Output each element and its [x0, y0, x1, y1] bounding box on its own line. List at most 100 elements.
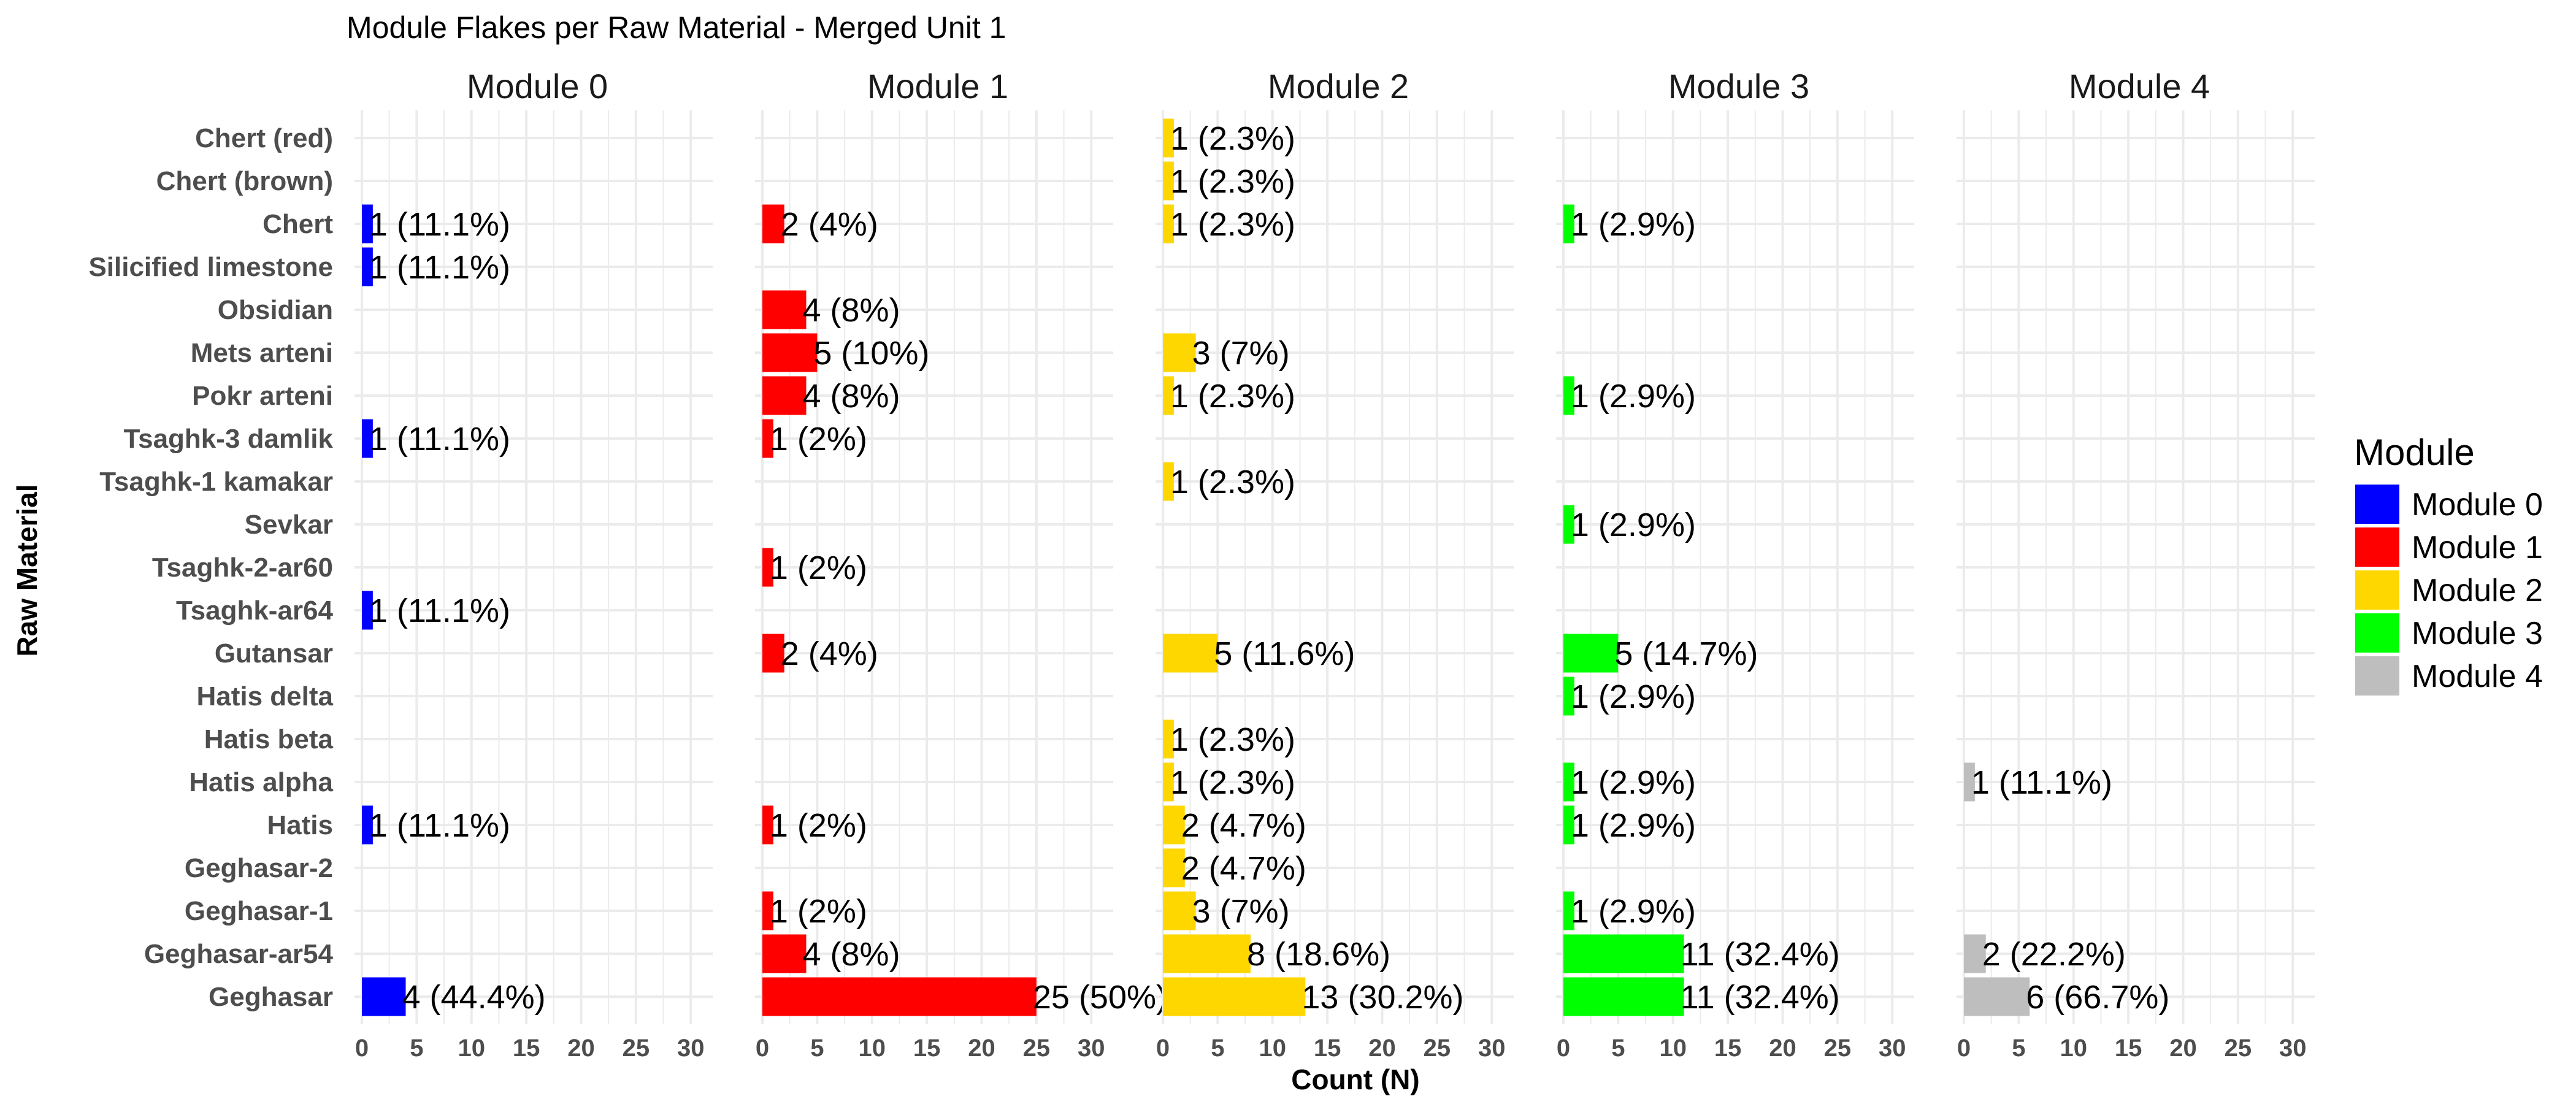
y-tick-label-mets-arteni: Mets arteni: [191, 338, 333, 368]
bar-module-3-pokr-arteni: [1563, 376, 1574, 415]
y-tick-label-chert-red: Chert (red): [195, 123, 333, 153]
x-tick-label: 20: [968, 1035, 995, 1062]
bar-module-2-chert-red: [1163, 118, 1174, 158]
bar-module-1-mets-arteni: [762, 333, 818, 372]
x-tick-label: 10: [859, 1035, 886, 1062]
y-tick-label-tsaghk-ar64: Tsaghk-ar64: [176, 596, 333, 626]
x-tick-label: 5: [1211, 1035, 1224, 1062]
bar-module-2-geghasar: [1163, 977, 1306, 1016]
x-tick-label: 0: [1557, 1035, 1570, 1062]
bar-module-3-gutansar: [1563, 634, 1619, 673]
data-label-module-1-hatis: 1 (2%): [770, 807, 867, 844]
data-label-module-1-tsaghk-3-damlik: 1 (2%): [770, 421, 867, 458]
x-tick-label: 5: [410, 1035, 423, 1062]
x-tick-label: 5: [810, 1035, 824, 1062]
x-tick-label: 15: [1314, 1035, 1341, 1062]
bar-module-2-geghasar-1: [1163, 891, 1196, 930]
panel-module-1: 0 5 10 15 20 25 30 Module 1 2 (4%) 4 (8%) 5 (10%) 4…: [755, 67, 1167, 1062]
bar-module-1-pokr-arteni: [762, 376, 807, 415]
bar-module-0-silicified-limestone: [362, 247, 373, 286]
x-tick-label: 0: [355, 1035, 369, 1062]
x-tick-label: 15: [1714, 1035, 1742, 1062]
data-label-module-3-sevkar: 1 (2.9%): [1571, 507, 1696, 543]
y-tick-label-hatis-beta: Hatis beta: [204, 724, 334, 754]
data-label-module-2-geghasar-1: 3 (7%): [1192, 893, 1290, 930]
data-label-module-1-geghasar: 25 (50%): [1033, 979, 1167, 1016]
bar-module-2-gutansar: [1163, 634, 1218, 673]
bar-module-3-geghasar: [1563, 977, 1684, 1016]
data-label-module-2-geghasar-ar54: 8 (18.6%): [1247, 936, 1390, 973]
data-label-module-3-gutansar: 5 (14.7%): [1614, 635, 1758, 672]
data-label-module-2-chert-brown: 1 (2.3%): [1170, 163, 1295, 200]
bar-module-3-chert: [1563, 204, 1574, 243]
x-tick-label: 5: [1611, 1035, 1625, 1062]
data-label-module-2-chert: 1 (2.3%): [1170, 206, 1295, 243]
bar-module-4-geghasar: [1964, 977, 2030, 1016]
data-label-module-0-silicified-limestone: 1 (11.1%): [369, 249, 510, 286]
bar-module-3-sevkar: [1563, 505, 1574, 544]
bar-module-1-gutansar: [762, 634, 784, 673]
x-tick-label: 20: [1769, 1035, 1796, 1062]
x-tick-label: 10: [1660, 1035, 1687, 1062]
data-label-module-3-geghasar-ar54: 11 (32.4%): [1681, 936, 1840, 973]
bar-module-1-chert: [762, 204, 784, 243]
legend-swatch-module-4: [2355, 656, 2399, 696]
bar-module-2-hatis-beta: [1163, 719, 1174, 759]
x-tick-label: 0: [756, 1035, 769, 1062]
data-label-module-2-tsaghk-1-kamakar: 1 (2.3%): [1170, 464, 1295, 500]
bar-module-1-hatis: [762, 805, 773, 845]
data-label-module-2-hatis-beta: 1 (2.3%): [1170, 721, 1295, 758]
data-label-module-2-pokr-arteni: 1 (2.3%): [1170, 378, 1295, 415]
data-label-module-0-hatis: 1 (11.1%): [369, 807, 510, 844]
category-axis-labels: Chert (red) Chert (brown) Chert Silicified …: [88, 123, 333, 1012]
data-label-module-2-geghasar-2: 2 (4.7%): [1181, 850, 1306, 887]
y-tick-label-obsidian: Obsidian: [218, 295, 333, 325]
x-tick-label: 25: [623, 1035, 650, 1062]
y-tick-label-geghasar-1: Geghasar-1: [185, 896, 333, 926]
data-label-module-4-geghasar: 6 (66.7%): [2026, 979, 2169, 1016]
bar-module-0-chert: [362, 204, 373, 243]
data-label-module-4-geghasar-ar54: 2 (22.2%): [1982, 936, 2126, 973]
legend-label-module-4: Module 4: [2412, 659, 2543, 694]
x-tick-label: 25: [2225, 1035, 2252, 1062]
data-label-module-0-geghasar: 4 (44.4%): [402, 979, 546, 1016]
bar-module-2-geghasar-2: [1163, 848, 1185, 887]
y-tick-label-geghasar-2: Geghasar-2: [185, 853, 333, 883]
data-label-module-3-hatis-delta: 1 (2.9%): [1571, 678, 1696, 715]
x-tick-label: 10: [1259, 1035, 1287, 1062]
data-label-module-2-chert-red: 1 (2.3%): [1170, 120, 1295, 157]
x-tick-label: 5: [2012, 1035, 2025, 1062]
bar-module-3-hatis-alpha: [1563, 762, 1574, 802]
x-tick-label: 30: [1478, 1035, 1506, 1062]
data-label-module-3-pokr-arteni: 1 (2.9%): [1571, 378, 1696, 415]
bar-module-2-hatis-alpha: [1163, 762, 1174, 802]
facet-title-module-4: Module 4: [2069, 67, 2210, 105]
bar-module-2-chert: [1163, 204, 1174, 243]
data-label-module-1-tsaghk-2-ar60: 1 (2%): [770, 550, 867, 586]
x-tick-label: 20: [1368, 1035, 1396, 1062]
panel-module-2: 0 5 10 15 20 25 30 Module 2 1 (2.3%) 1 (2.3%) 1 (2…: [1156, 67, 1514, 1062]
x-tick-label: 25: [1424, 1035, 1451, 1062]
bar-module-1-geghasar-ar54: [762, 934, 807, 973]
facet-title-module-0: Module 0: [467, 67, 608, 105]
bar-module-1-obsidian: [762, 290, 807, 329]
facet-title-module-1: Module 1: [867, 67, 1008, 105]
legend-label-module-1: Module 1: [2412, 530, 2543, 565]
bar-module-1-tsaghk-2-ar60: [762, 548, 773, 587]
facet-panels: 0 5 10 15 20 25 30 Module 0 1 (11.1%) 1 (11.1%) 1 …: [355, 67, 2315, 1062]
y-tick-label-sevkar: Sevkar: [245, 510, 333, 540]
bar-module-2-geghasar-ar54: [1163, 934, 1251, 973]
legend-label-module-0: Module 0: [2412, 487, 2543, 523]
y-tick-label-tsaghk-1-kamakar: Tsaghk-1 kamakar: [99, 467, 333, 497]
bar-module-0-geghasar: [362, 977, 406, 1016]
x-axis-title: Count (N): [1291, 1064, 1419, 1095]
legend-label-module-2: Module 2: [2412, 573, 2543, 608]
bar-module-3-hatis: [1563, 805, 1574, 845]
data-label-module-0-chert: 1 (11.1%): [369, 206, 510, 243]
data-label-module-2-hatis-alpha: 1 (2.3%): [1170, 764, 1295, 801]
x-tick-label: 25: [1824, 1035, 1852, 1062]
y-tick-label-hatis-alpha: Hatis alpha: [189, 767, 333, 797]
bar-module-1-geghasar-1: [762, 891, 773, 930]
